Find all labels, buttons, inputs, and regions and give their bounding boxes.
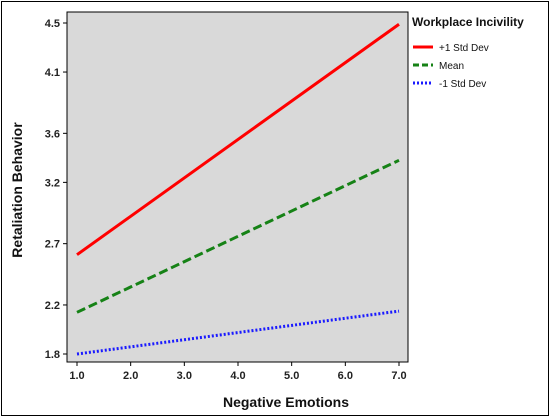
legend-items: +1 Std Dev Mean -1 Std Dev [413, 43, 489, 90]
y-tick-label: 3.2 [45, 177, 60, 189]
plot-area [66, 11, 409, 363]
legend-label: Mean [439, 61, 464, 72]
y-tick-label: 2.2 [45, 300, 60, 312]
x-tick-label: 5.0 [284, 370, 299, 382]
series-line-0 [76, 23, 400, 256]
x-tick-label: 7.0 [391, 370, 406, 382]
legend: Workplace Incivility +1 Std Dev Mean -1 St… [412, 15, 524, 90]
x-tick-label: 6.0 [338, 370, 353, 382]
x-tick-label: 4.0 [230, 370, 245, 382]
x-tick-label: 1.0 [69, 370, 84, 382]
legend-label: +1 Std Dev [439, 43, 489, 54]
y-tick-label: 4.5 [45, 18, 60, 30]
x-tick-label: 3.0 [177, 370, 192, 382]
axis-ticks: 1.0 2.0 3.0 4.0 5.0 6.0 7.0 1.8 2.2 2.7 3.2 3.6 4.1 4… [45, 18, 407, 382]
y-tick-label: 3.6 [45, 128, 60, 140]
legend-label: -1 Std Dev [439, 79, 486, 90]
y-tick-label: 2.7 [45, 239, 60, 251]
y-tick-label: 1.8 [45, 349, 60, 361]
y-tick-label: 4.1 [45, 67, 60, 79]
x-tick-label: 2.0 [123, 370, 138, 382]
x-axis-title: Negative Emotions [223, 394, 349, 410]
series-lines [76, 23, 400, 356]
legend-title: Workplace Incivility [412, 15, 524, 29]
y-axis-title: Retaliation Behavior [9, 122, 25, 258]
series-line-1 [76, 158, 400, 314]
